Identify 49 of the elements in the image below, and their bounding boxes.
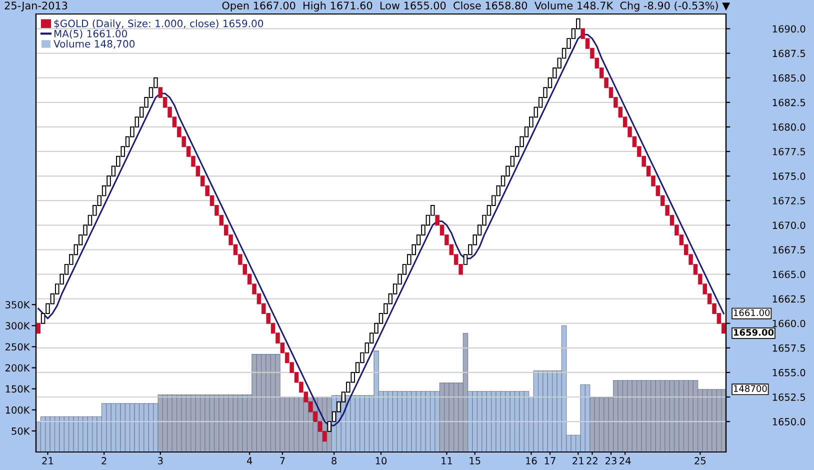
x-tick-label: 11 — [442, 457, 452, 464]
y2-tick-label: 350K — [6, 301, 30, 308]
x-tick-label: 23 — [606, 457, 616, 464]
x-tick-label: 24 — [620, 457, 631, 464]
y-tick-label: 1655.0 — [772, 368, 806, 376]
y-tick-label: 1652.5 — [772, 393, 806, 401]
y2-tick-label: 200K — [6, 364, 30, 372]
x-tick-label: 7 — [280, 457, 285, 464]
chart-title: 25-Jan-2013 — [4, 2, 68, 12]
x-tick-label: 15 — [470, 457, 480, 464]
y-tick-label: 1677.5 — [772, 148, 806, 156]
x-tick-label: 4 — [246, 457, 252, 464]
y2-tick-label: 300K — [6, 322, 30, 330]
x-tick-label: 10 — [376, 457, 387, 464]
x-tick-label: 2 — [102, 457, 106, 464]
y-tick-label: 1672.5 — [772, 197, 806, 204]
y-tick-label: 1670.0 — [772, 222, 806, 229]
legend-label: $GOLD (Daily, Size: 1.000, close) 1659.00 — [54, 20, 264, 30]
x-tick-label: 21 — [572, 457, 584, 464]
legend-label: Volume 148,700 — [54, 40, 135, 49]
x-tick-label: 8 — [332, 457, 336, 464]
y-tick-label: 1685.0 — [772, 74, 806, 82]
legend-label: MA(5) 1661.00 — [54, 30, 127, 39]
y-tick-label: 1650.0 — [772, 418, 806, 426]
y2-tick-label: 250K — [6, 343, 30, 351]
y-tick-label: 1657.5 — [772, 344, 806, 352]
data-label: 148700 — [734, 385, 767, 392]
y-tick-label: 1675.0 — [772, 172, 806, 180]
candlestick — [36, 322, 40, 334]
x-tick-label: 21 — [42, 457, 54, 464]
y-tick-label: 1680.0 — [772, 123, 806, 131]
y-tick-label: 1682.5 — [772, 98, 806, 106]
y-tick-label: 1662.5 — [772, 295, 806, 303]
x-tick-label: 25 — [694, 457, 706, 464]
data-label: 1661.00 — [734, 309, 770, 316]
x-tick-label: 16 — [526, 457, 537, 464]
x-tick-label: 17 — [544, 457, 556, 464]
y2-tick-label: 150K — [6, 385, 30, 393]
y2-tick-label: 100K — [6, 406, 30, 414]
y-tick-label: 1667.5 — [772, 246, 806, 254]
y-tick-label: 1690.0 — [772, 25, 806, 33]
chart-subtitle: Open 1667.00 High 1671.60 Low 1655.00 Close 1658.80 Volume 148.7K Chg -8.90 (-0.53%) ▼ — [222, 1, 730, 12]
y2-tick-label: 50K — [12, 427, 30, 435]
y-tick-label: 1660.0 — [772, 320, 806, 328]
y-tick-label: 1687.5 — [772, 50, 806, 58]
x-tick-label: 3 — [158, 457, 163, 464]
text: 1659.00 — [734, 328, 774, 336]
y-tick-label: 1665.0 — [772, 270, 806, 278]
x-tick-label: 22 — [586, 457, 598, 464]
